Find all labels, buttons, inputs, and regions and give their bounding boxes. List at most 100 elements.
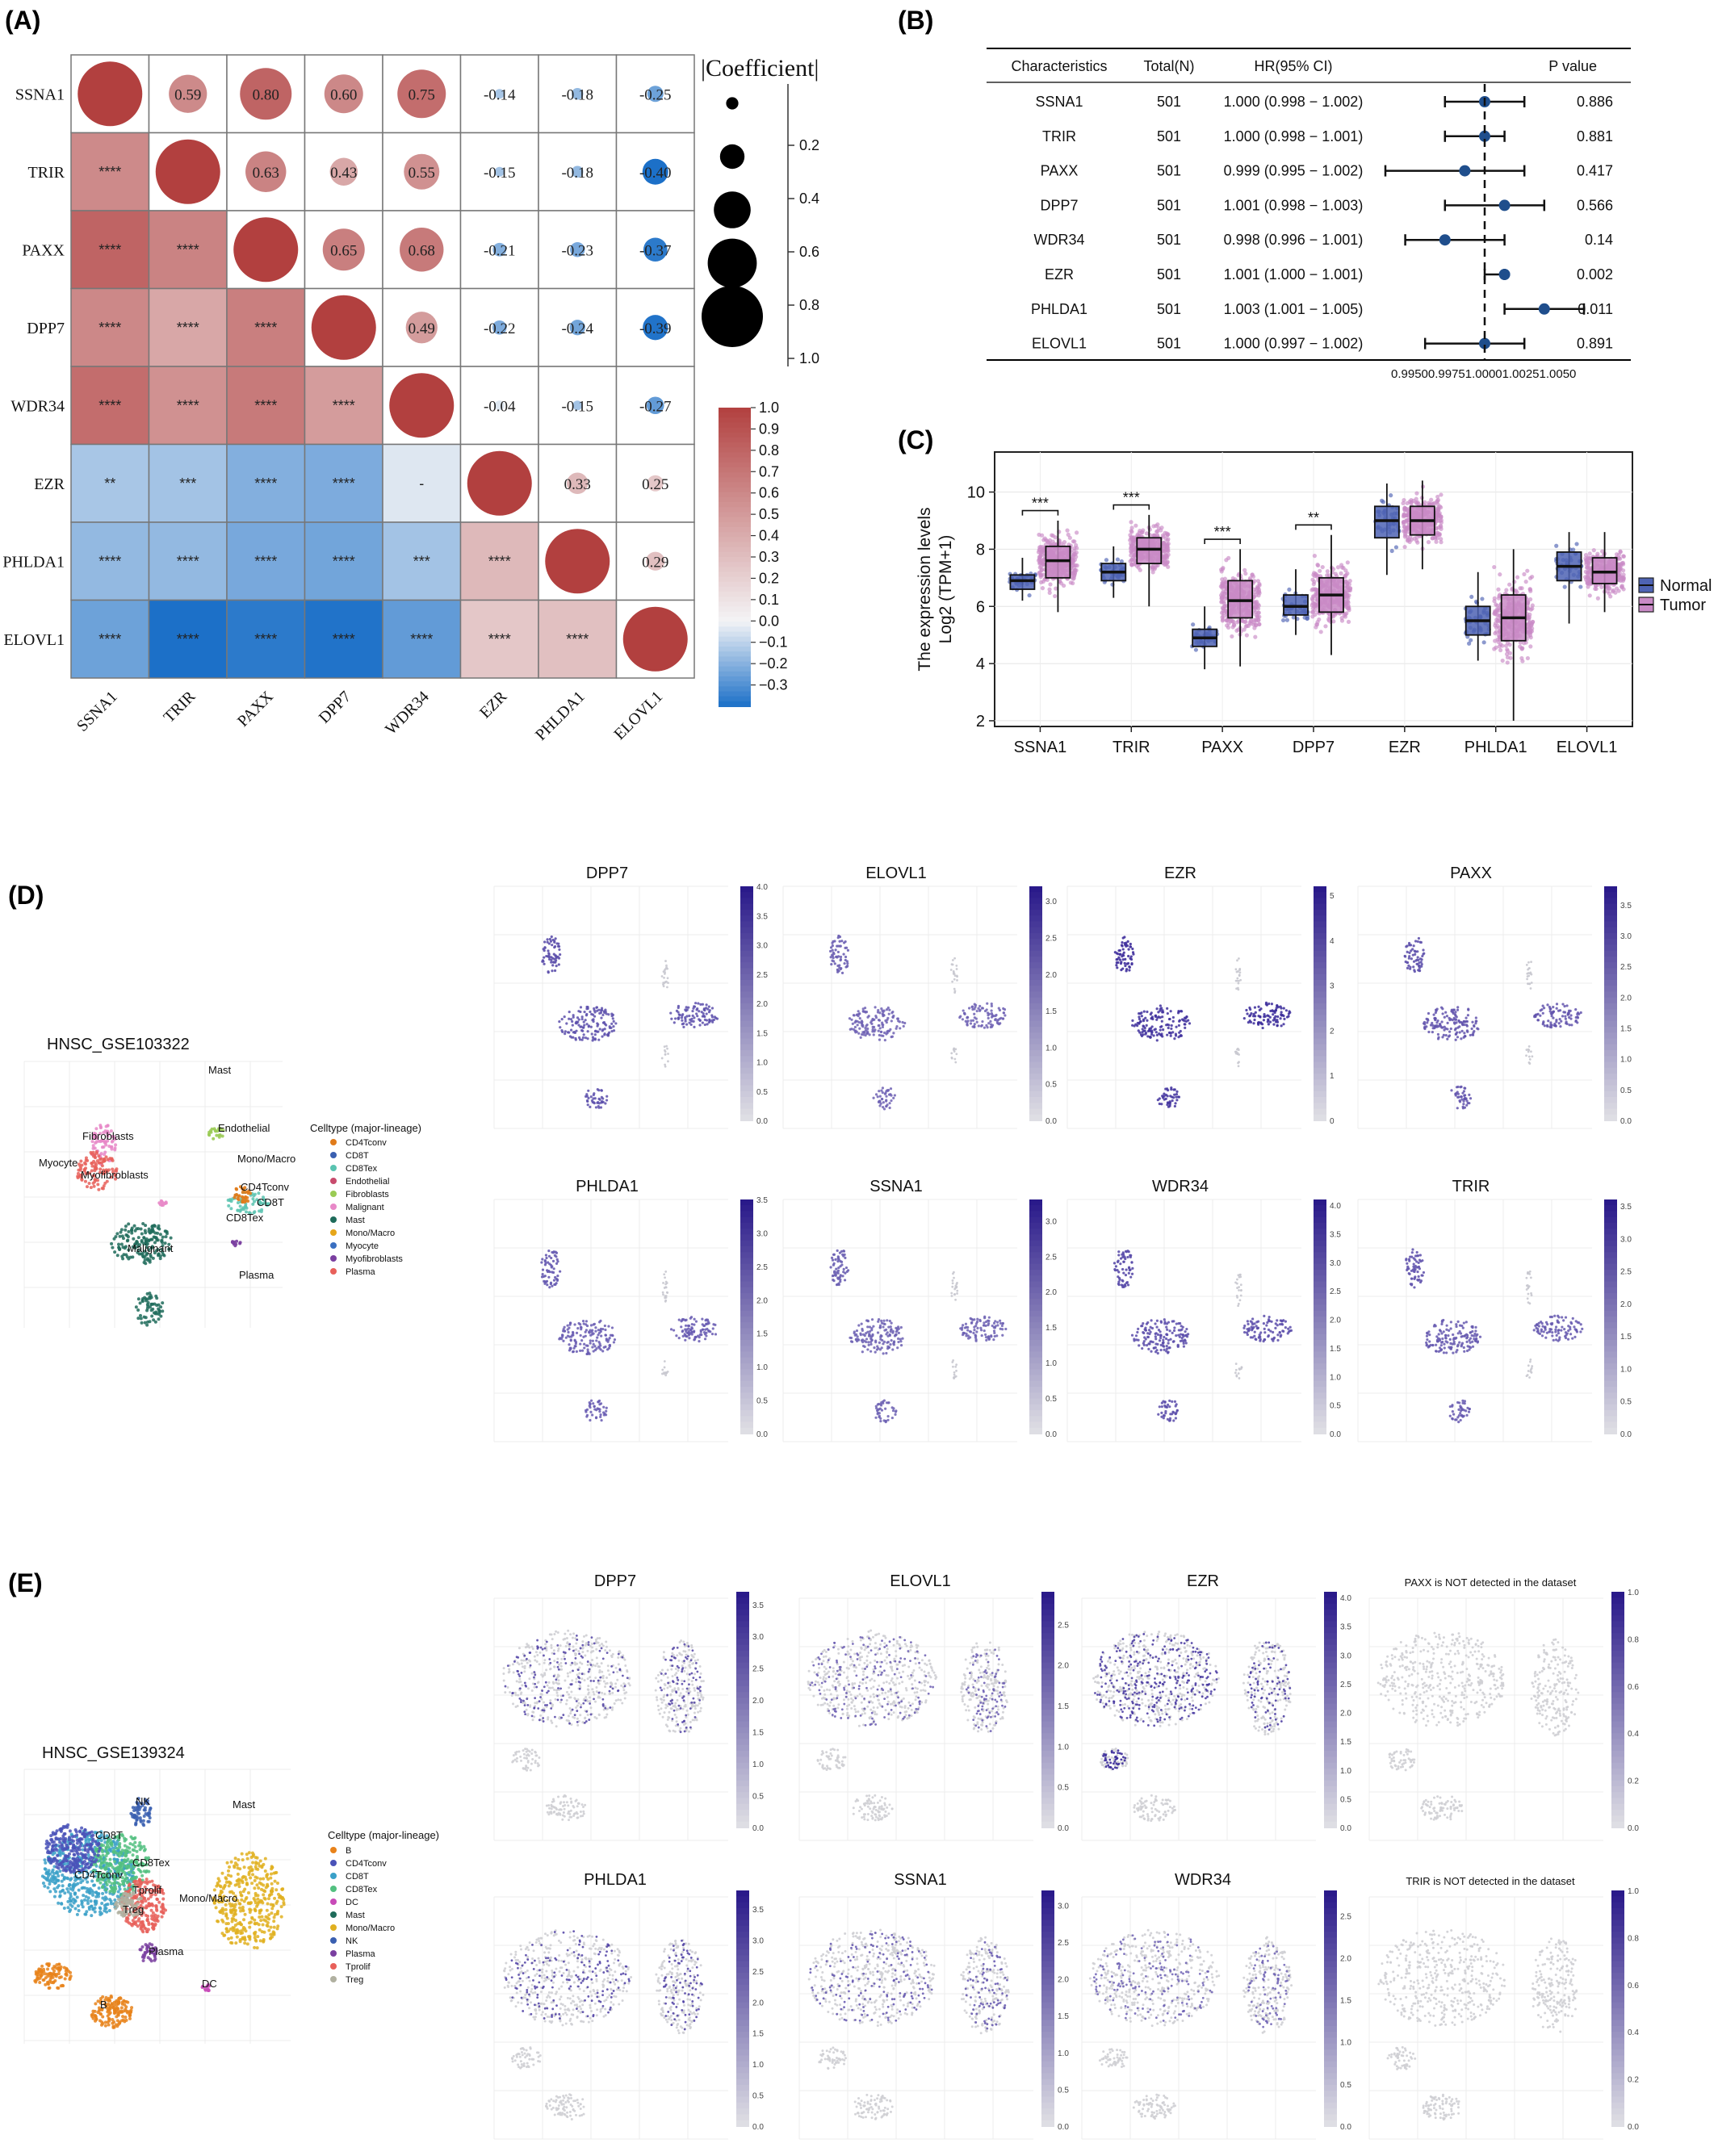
cell-point — [1280, 1007, 1283, 1010]
heatmap-cell — [148, 443, 228, 523]
sample-point — [1347, 582, 1351, 587]
colorbar-segment — [719, 551, 751, 558]
colorbar-segment — [719, 467, 751, 474]
cell-point — [94, 1163, 98, 1167]
cell-point — [888, 1106, 891, 1110]
cell-point — [951, 959, 954, 961]
cell-point — [1155, 1007, 1159, 1011]
colorbar-segment — [719, 521, 751, 528]
cell-point — [851, 1022, 854, 1025]
cell-point — [840, 940, 844, 943]
sample-point — [1469, 594, 1474, 600]
cell-point — [688, 1014, 691, 1018]
colorbar-segment — [719, 701, 751, 707]
significance-label: **** — [333, 475, 355, 492]
colorbar-tick-label: 4 — [1330, 937, 1335, 946]
sample-point — [1526, 615, 1531, 621]
colorbar-tick-label: 0.0 — [756, 1117, 768, 1126]
cell-point — [1185, 1015, 1188, 1019]
significance-label: **** — [177, 553, 199, 569]
significance-label: **** — [98, 320, 121, 336]
cell-point — [91, 1144, 95, 1148]
cell-point — [1473, 1024, 1476, 1028]
cell-point — [1238, 971, 1242, 974]
cell-point — [664, 1053, 667, 1056]
cell-point — [1160, 1007, 1163, 1010]
sample-point — [1027, 592, 1032, 598]
cell-point — [1236, 977, 1239, 980]
sample-point — [1405, 500, 1410, 506]
colorbar-tick-label: −0.2 — [759, 655, 788, 672]
expression-colorbar-segment — [1029, 973, 1042, 981]
cell-point — [836, 944, 840, 948]
expression-colorbar-segment — [1029, 1085, 1042, 1092]
expression-colorbar-segment — [1029, 1038, 1042, 1045]
cell-point — [883, 1092, 886, 1095]
significance-label: **** — [333, 553, 355, 569]
cell-point — [1128, 969, 1131, 972]
sample-point — [1343, 579, 1349, 584]
cell-point — [886, 1031, 889, 1035]
expression-colorbar-segment — [740, 950, 753, 957]
significance-label: **** — [98, 397, 121, 413]
cell-point — [874, 1015, 878, 1018]
sample-point — [1104, 558, 1109, 563]
expression-colorbar-segment — [1029, 1114, 1042, 1121]
colorbar-segment — [719, 546, 751, 553]
cell-point — [697, 1002, 700, 1005]
correlation-circle — [569, 320, 585, 336]
cell-point — [890, 1011, 894, 1015]
sample-point — [1224, 617, 1230, 623]
cell-point — [695, 1008, 698, 1011]
cell-point — [79, 1159, 83, 1163]
significance-label: **** — [254, 631, 277, 647]
cell-point — [882, 1107, 886, 1111]
box-body — [1045, 545, 1071, 579]
cell-point — [877, 1024, 880, 1028]
cell-point — [1280, 1011, 1283, 1014]
cell-point — [677, 1016, 680, 1019]
cell-point — [865, 1023, 869, 1027]
sample-point — [1402, 525, 1407, 530]
sample-point — [1508, 655, 1513, 660]
cell-point — [903, 1021, 907, 1025]
cell-point — [582, 1020, 585, 1024]
colorbar-segment — [719, 412, 751, 419]
cell-point — [882, 1014, 886, 1017]
cell-point — [1266, 1020, 1269, 1024]
box-body — [1283, 594, 1309, 616]
sample-point — [1219, 599, 1225, 604]
cell-point — [685, 1008, 689, 1011]
cell-point — [140, 1232, 144, 1236]
cell-point — [667, 1060, 669, 1063]
cell-point — [866, 1027, 869, 1031]
expression-colorbar-segment — [740, 1085, 753, 1092]
cell-point — [93, 1146, 97, 1150]
sample-point — [1315, 619, 1320, 625]
expression-colorbar-segment — [740, 1003, 753, 1011]
sample-point — [1587, 556, 1592, 561]
cell-point — [581, 1026, 585, 1029]
cell-point — [590, 1099, 594, 1103]
sample-point — [1621, 568, 1626, 573]
sample-point — [1438, 518, 1443, 523]
sample-point — [1525, 568, 1530, 573]
expression-colorbar-segment — [1314, 944, 1326, 952]
significance-label: **** — [177, 241, 199, 257]
cell-point — [1425, 1025, 1428, 1028]
cell-point — [1154, 1028, 1157, 1031]
cell-point — [1448, 1030, 1452, 1033]
expression-colorbar-segment — [740, 910, 753, 917]
size-legend-circle — [707, 238, 757, 288]
colorbar-segment — [719, 567, 751, 573]
cell-point — [1404, 955, 1407, 958]
expression-colorbar-segment — [1029, 997, 1042, 1004]
correlation-value-label: -0.37 — [639, 242, 672, 259]
cell-point — [1117, 956, 1121, 959]
cell-point — [1282, 1023, 1285, 1026]
cell-point — [125, 1233, 129, 1237]
sample-point — [1041, 538, 1046, 542]
cluster-label: Malignant — [128, 1242, 174, 1254]
heatmap-cell — [382, 443, 462, 523]
